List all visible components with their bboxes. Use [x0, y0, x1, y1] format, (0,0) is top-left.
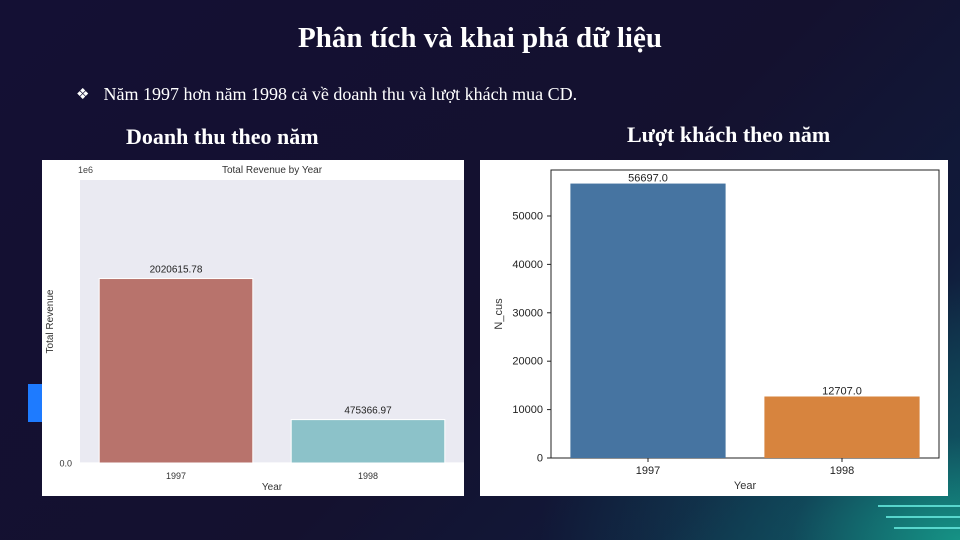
right-heading: Lượt khách theo năm [627, 122, 831, 147]
bullet-point: ❖ Năm 1997 hơn năm 1998 cả về doanh thu … [76, 84, 577, 105]
data-label-1997: 2020615.78 [150, 265, 203, 276]
x-tick-label: 1997 [636, 465, 660, 477]
scale-label: 1e6 [78, 165, 93, 175]
y-tick-label: 50000 [512, 210, 543, 222]
data-label-1998: 12707.0 [822, 385, 862, 397]
y-tick-label: 40000 [512, 259, 543, 271]
customers-chart: 0 10000 20000 30000 40000 50000 56697.0 1997 127… [493, 169, 940, 492]
x-axis-label: Year [262, 482, 283, 493]
x-axis-label: Year [734, 480, 757, 492]
decor-line [886, 516, 960, 518]
data-label-1998: 475366.97 [344, 406, 392, 417]
accent-tab [28, 384, 42, 422]
y-tick-label: 30000 [512, 307, 543, 319]
x-tick-label: 1998 [358, 471, 378, 481]
slide-title: Phân tích và khai phá dữ liệu [298, 22, 662, 54]
y-tick-label: 20000 [512, 356, 543, 368]
x-tick-label: 1998 [830, 465, 854, 477]
diamond-bullet-icon: ❖ [76, 87, 90, 103]
bar-1997 [570, 183, 726, 459]
customers-chart-panel: 0 10000 20000 30000 40000 50000 56697.0 1997 127… [480, 160, 948, 496]
left-heading: Doanh thu theo năm [126, 124, 319, 149]
decor-line [878, 505, 960, 507]
y-axis-label: Total Revenue [45, 289, 56, 353]
y-tick-label: 10000 [512, 404, 543, 416]
data-label-1997: 56697.0 [628, 173, 668, 185]
chart-title: Total Revenue by Year [222, 165, 323, 176]
bar-1997 [98, 278, 254, 464]
decor-line [894, 527, 960, 529]
revenue-chart-panel: 0.00.51.01.52.02.53.02020615.78199747536… [42, 160, 464, 496]
bar-1998 [290, 419, 446, 464]
x-tick-label: 1997 [166, 471, 186, 481]
bullet-text: Năm 1997 hơn năm 1998 cả về doanh thu và… [103, 84, 578, 104]
y-tick-label: 0.0 [59, 459, 72, 469]
y-axis-label: N_cus [493, 298, 505, 330]
revenue-chart: 0.00.51.01.52.02.53.02020615.78199747536… [45, 165, 464, 493]
y-tick-label: 0 [537, 453, 543, 465]
bar-1998 [764, 396, 920, 458]
